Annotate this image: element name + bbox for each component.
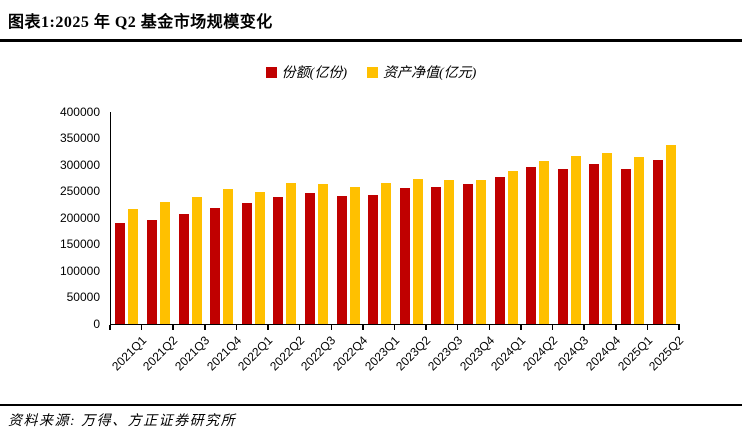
bar-share-2022Q3	[304, 193, 315, 324]
y-axis-label: 350000	[59, 131, 100, 145]
bar-group-2021Q1	[111, 209, 143, 324]
bar-nav-2023Q3	[444, 180, 455, 324]
x-axis-tick	[646, 324, 649, 330]
x-axis-tick	[362, 324, 364, 330]
bar-group-2021Q3	[174, 197, 206, 324]
bar-nav-2021Q4	[223, 188, 234, 324]
bar-group-2023Q2	[395, 179, 427, 324]
bar-nav-2025Q2	[665, 145, 676, 324]
bar-share-2022Q1	[241, 202, 252, 324]
title-divider-line	[0, 39, 742, 42]
bar-group-2021Q4	[206, 188, 238, 324]
bar-group-2022Q4	[332, 187, 364, 324]
bar-nav-2025Q1	[634, 157, 645, 324]
x-axis-tick	[425, 324, 427, 330]
bar-share-2021Q2	[146, 220, 157, 324]
x-axis-tick	[267, 324, 269, 330]
x-axis-tick	[488, 324, 491, 330]
plot-area	[110, 112, 680, 325]
x-axis-tick	[456, 324, 459, 330]
y-axis-label: 250000	[59, 184, 100, 198]
x-axis-tick	[172, 324, 174, 330]
x-axis-tick	[298, 324, 301, 330]
bar-group-2022Q1	[237, 191, 269, 324]
bar-group-2022Q3	[301, 183, 333, 324]
bar-nav-2021Q2	[159, 201, 170, 324]
bar-share-2021Q4	[210, 207, 221, 324]
bar-group-2024Q2	[522, 160, 554, 324]
bar-nav-2022Q3	[317, 183, 328, 324]
y-axis-label: 300000	[59, 157, 100, 172]
bar-share-2023Q4	[463, 184, 473, 324]
x-axis-tick	[140, 324, 143, 330]
x-axis-tick	[330, 324, 333, 330]
bar-group-2025Q2	[648, 145, 680, 324]
bar-share-2025Q2	[652, 160, 663, 324]
bar-share-2025Q1	[621, 168, 632, 324]
bar-nav-2021Q1	[128, 209, 139, 324]
bar-share-2021Q3	[178, 214, 189, 324]
bar-nav-2023Q4	[476, 179, 486, 324]
bar-nav-2023Q2	[412, 179, 423, 324]
bar-nav-2024Q1	[507, 170, 518, 324]
bar-group-2022Q2	[269, 182, 301, 324]
y-axis-label: 400000	[59, 104, 100, 119]
bar-share-2021Q1	[115, 222, 126, 324]
bar-share-2022Q2	[273, 197, 284, 324]
x-axis-tick	[615, 324, 617, 330]
bar-group-2023Q4	[459, 179, 491, 324]
bar-share-2023Q3	[431, 186, 442, 324]
bar-nav-2021Q3	[191, 197, 202, 324]
legend-item-nav: 资产净值(亿元)	[367, 62, 476, 82]
bar-group-2025Q1	[617, 157, 649, 324]
y-axis-label: 150000	[59, 237, 100, 251]
bar-share-2024Q4	[589, 163, 600, 324]
bar-group-2023Q3	[427, 180, 459, 324]
bar-group-2024Q1	[490, 170, 522, 324]
x-axis-tick	[235, 324, 238, 330]
x-axis-tick	[678, 324, 680, 330]
bar-nav-2023Q1	[381, 182, 392, 324]
x-axis-tick	[204, 324, 206, 330]
legend-label-share: 份额(亿份)	[281, 66, 347, 81]
footer-divider-line	[0, 404, 742, 406]
source-note: 资料来源: 万得、方正证券研究所	[8, 414, 237, 429]
legend-item-share: 份额(亿份)	[265, 62, 347, 82]
chart-legend: 份额(亿份) 资产净值(亿元)	[0, 62, 742, 82]
bar-share-2024Q3	[557, 168, 568, 324]
figure-title: 图表1:2025 年 Q2 基金市场规模变化	[8, 14, 273, 31]
x-axis-tick	[551, 324, 554, 330]
bar-nav-2024Q3	[570, 156, 581, 324]
bar-share-2023Q1	[368, 194, 379, 324]
bar-group-2024Q4	[585, 152, 617, 324]
bar-nav-2022Q1	[254, 191, 265, 324]
legend-swatch-red-icon	[265, 66, 277, 78]
bar-share-2024Q2	[526, 166, 537, 324]
y-axis-label: 50000	[66, 290, 100, 304]
x-axis-tick	[393, 324, 396, 330]
legend-label-nav: 资产净值(亿元)	[383, 66, 477, 81]
x-axis-tick	[520, 324, 522, 330]
bar-group-2023Q1	[364, 182, 396, 324]
bar-nav-2022Q4	[349, 187, 360, 324]
x-axis-tick	[583, 324, 585, 330]
bar-group-2021Q2	[143, 201, 175, 324]
y-axis-label: 100000	[59, 263, 100, 278]
legend-swatch-yellow-icon	[367, 66, 378, 78]
bar-group-2024Q3	[554, 156, 586, 324]
bar-nav-2024Q2	[539, 160, 550, 324]
bar-nav-2024Q4	[602, 152, 613, 324]
bar-share-2024Q1	[494, 176, 505, 324]
bar-share-2022Q4	[336, 196, 347, 324]
y-axis-label: 0	[93, 316, 100, 331]
bar-nav-2022Q2	[286, 182, 297, 324]
bar-share-2023Q2	[399, 187, 410, 324]
x-axis-tick	[109, 324, 111, 330]
y-axis-label: 200000	[59, 210, 100, 225]
